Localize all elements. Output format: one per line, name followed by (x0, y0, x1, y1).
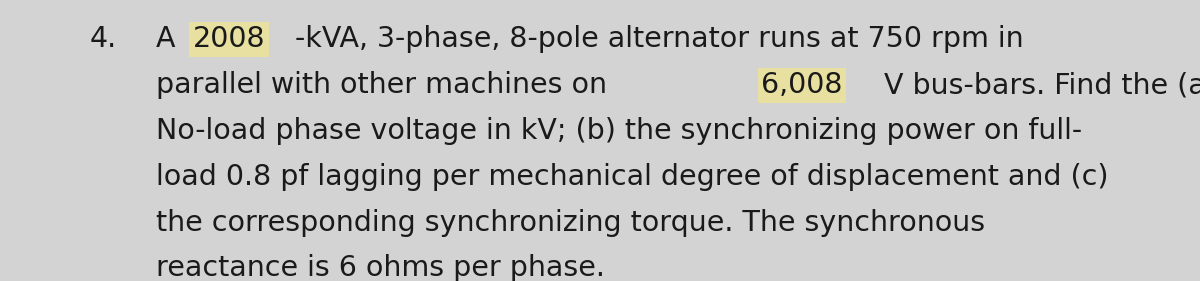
Text: -kVA, 3-phase, 8-pole alternator runs at 750 rpm in: -kVA, 3-phase, 8-pole alternator runs at… (287, 25, 1024, 53)
Text: 4.: 4. (90, 25, 118, 53)
Text: 6,008: 6,008 (761, 71, 842, 99)
Text: reactance is 6 ohms per phase.: reactance is 6 ohms per phase. (156, 254, 605, 281)
Text: parallel with other machines on: parallel with other machines on (156, 71, 625, 99)
Text: No-load phase voltage in kV; (b) the synchronizing power on full-: No-load phase voltage in kV; (b) the syn… (156, 117, 1082, 145)
Text: V bus-bars. Find the (a): V bus-bars. Find the (a) (866, 71, 1200, 99)
Text: 2008: 2008 (193, 25, 265, 53)
Text: A: A (156, 25, 185, 53)
Text: load 0.8 pf lagging per mechanical degree of displacement and (c): load 0.8 pf lagging per mechanical degre… (156, 163, 1109, 191)
Text: the corresponding synchronizing torque. The synchronous: the corresponding synchronizing torque. … (156, 209, 985, 237)
